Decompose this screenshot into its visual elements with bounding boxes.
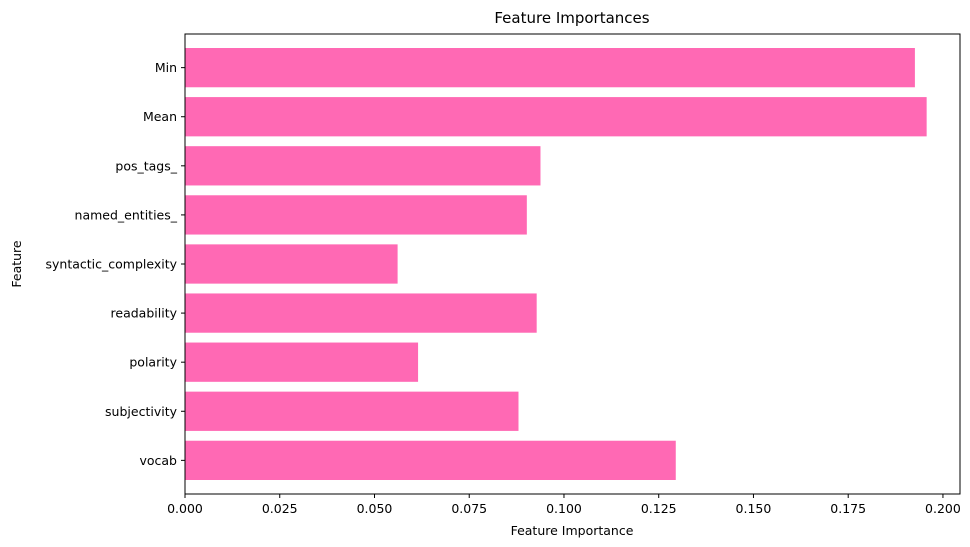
x-tick-label: 0.100 — [546, 501, 582, 516]
bar-vocab — [185, 440, 676, 480]
x-tick-label: 0.025 — [262, 501, 298, 516]
y-tick-label: readability — [111, 306, 178, 321]
y-axis-ticks: vocab subjectivity polarity readability synt… — [45, 60, 185, 468]
bar-named_entities_ — [185, 195, 527, 235]
y-tick-label: vocab — [139, 453, 177, 468]
x-tick-label: 0.125 — [641, 501, 677, 516]
plot-frame — [184, 33, 961, 495]
y-tick-label: syntactic_complexity — [45, 257, 177, 272]
y-tick-label: Mean — [143, 109, 177, 124]
x-tick-label: 0.150 — [736, 501, 772, 516]
x-axis-ticks: 0.000 0.025 0.050 0.075 0.100 0.125 0.150 0.175… — [167, 494, 961, 516]
x-axis-title: Feature Importance — [511, 523, 634, 538]
x-tick-label: 0.175 — [830, 501, 866, 516]
y-axis-title: Feature — [9, 240, 24, 288]
y-tick-label: named_entities_ — [75, 207, 178, 222]
bar-subjectivity — [185, 391, 519, 431]
x-tick-label: 0.050 — [357, 501, 393, 516]
x-tick-label: 0.075 — [451, 501, 487, 516]
bar-Min — [185, 48, 915, 88]
y-tick-label: Min — [155, 60, 177, 75]
x-tick-label: 0.000 — [167, 501, 203, 516]
chart-title: Feature Importances — [494, 9, 649, 27]
y-tick-label: pos_tags_ — [115, 158, 177, 173]
bar-readability — [185, 293, 537, 333]
y-tick-label: polarity — [129, 355, 177, 370]
bar-Mean — [185, 97, 927, 137]
bars-group — [185, 48, 927, 480]
x-tick-label: 0.200 — [925, 501, 961, 516]
bar-syntactic_complexity — [185, 244, 398, 284]
y-tick-label: subjectivity — [105, 404, 178, 419]
bar-pos_tags_ — [185, 146, 541, 186]
bar-polarity — [185, 342, 419, 382]
